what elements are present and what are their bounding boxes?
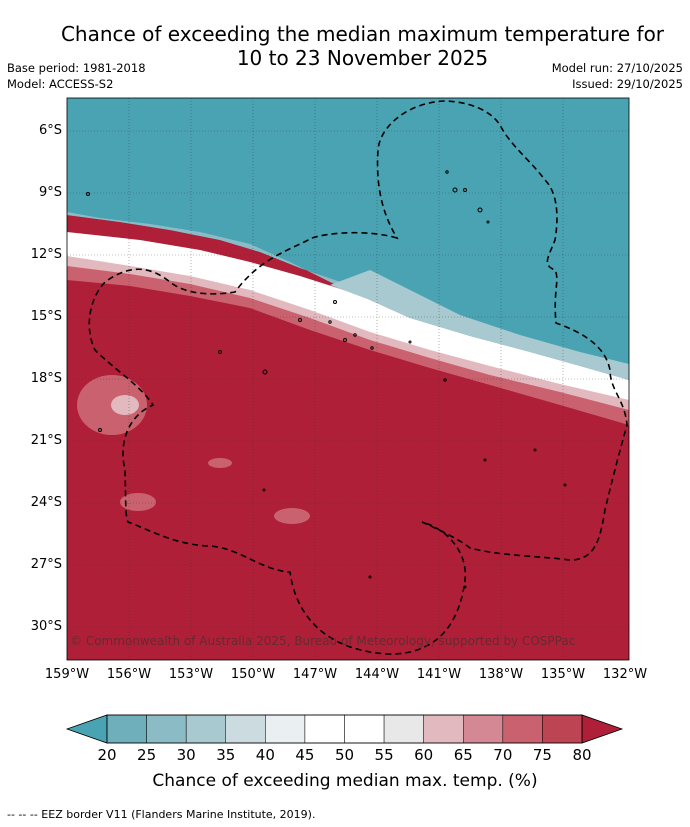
band-35: [330, 270, 629, 380]
eez-borders: [88, 100, 628, 655]
map-title: Chance of exceeding the median maximum t…: [30, 22, 690, 70]
eez-legend-footer: -- -- -- EEZ border V11 (Flanders Marine…: [7, 808, 316, 821]
colorbar-cell: [423, 714, 464, 744]
colorbar-overflow-triangle: [581, 714, 624, 744]
cool-region: [67, 98, 629, 380]
longitude-label: 138°W: [478, 667, 524, 682]
latitude-label: 21°S: [30, 433, 62, 448]
colorbar-tick-label: 25: [137, 746, 157, 764]
longitude-label: 153°W: [168, 667, 214, 682]
colorbar-cell: [383, 714, 424, 744]
latitude-label: 6°S: [38, 123, 62, 138]
patch-mid: [274, 508, 310, 524]
map-frame: [66, 97, 630, 661]
colorbar: [65, 714, 624, 744]
colorbar-cells: [106, 714, 583, 744]
latitude-label: 27°S: [30, 557, 62, 572]
latitude-label: 18°S: [30, 371, 62, 386]
colorbar-cell: [185, 714, 227, 744]
map-plot-area: [67, 98, 629, 660]
longitude-label: 141°W: [416, 667, 462, 682]
colorbar-cell: [304, 714, 345, 744]
colorbar-tick-label: 60: [414, 746, 434, 764]
latitude-label: 9°S: [38, 185, 62, 200]
latitude-label: 12°S: [30, 247, 62, 262]
copyright-notice: © Commonwealth of Australia 2025, Bureau…: [70, 634, 576, 648]
colorbar-underflow-triangle: [65, 714, 108, 744]
model-run-label: Model run: 27/10/2025: [551, 61, 683, 75]
band-70: [67, 258, 629, 425]
issued-label: Issued: 29/10/2025: [572, 77, 683, 91]
longitude-label: 144°W: [354, 667, 400, 682]
band-50: [67, 232, 629, 400]
model-label: Model: ACCESS-S2: [7, 77, 114, 91]
patch-west-core: [111, 395, 139, 415]
colorbar-tick-label: 75: [532, 746, 552, 764]
colorbar-cell: [106, 714, 147, 744]
longitude-label: 147°W: [292, 667, 338, 682]
longitude-label: 159°W: [44, 667, 90, 682]
meta-left: Base period: 1981-2018 Model: ACCESS-S2: [7, 60, 146, 92]
latitude-label: 30°S: [30, 619, 62, 634]
latitude-label: 24°S: [30, 495, 62, 510]
colorbar-tick-label: 50: [334, 746, 355, 764]
longitude-label: 135°W: [540, 667, 586, 682]
colorbar-tick-label: 80: [572, 746, 592, 764]
latitude-label: 15°S: [30, 309, 62, 324]
colorbar-cell: [225, 714, 266, 744]
colorbar-title: Chance of exceeding median max. temp. (%…: [152, 771, 538, 791]
colorbar-tick-label: 20: [97, 746, 117, 764]
patch-small: [208, 458, 232, 468]
colorbar-tick-label: 40: [255, 746, 275, 764]
colorbar-tick-label: 65: [453, 746, 473, 764]
longitude-label: 132°W: [602, 667, 648, 682]
title-line-2: 10 to 23 November 2025: [236, 46, 489, 70]
colorbar-tick-label: 55: [374, 746, 394, 764]
colorbar-tick-label: 70: [493, 746, 513, 764]
longitude-label: 150°W: [230, 667, 276, 682]
colorbar-cell: [146, 714, 187, 744]
colorbar-tick-label: 45: [295, 746, 315, 764]
title-line-1: Chance of exceeding the median maximum t…: [60, 22, 665, 46]
colorbar-cell: [542, 714, 583, 744]
colorbar-cell: [265, 714, 306, 744]
base-period-label: Base period: 1981-2018: [7, 61, 146, 75]
colorbar-tick-label: 30: [176, 746, 196, 764]
colorbar-cell: [344, 714, 385, 744]
colorbar-frame: [106, 714, 583, 744]
colorbar-cell: [502, 714, 543, 744]
colorbar-tick-label: 35: [216, 746, 236, 764]
colorbar-cell: [463, 714, 504, 744]
meta-right: Model run: 27/10/2025 Issued: 29/10/2025: [552, 60, 683, 92]
islands: [86, 170, 567, 589]
longitude-label: 156°W: [106, 667, 152, 682]
gridlines: [67, 98, 629, 660]
band-60: [67, 248, 629, 410]
